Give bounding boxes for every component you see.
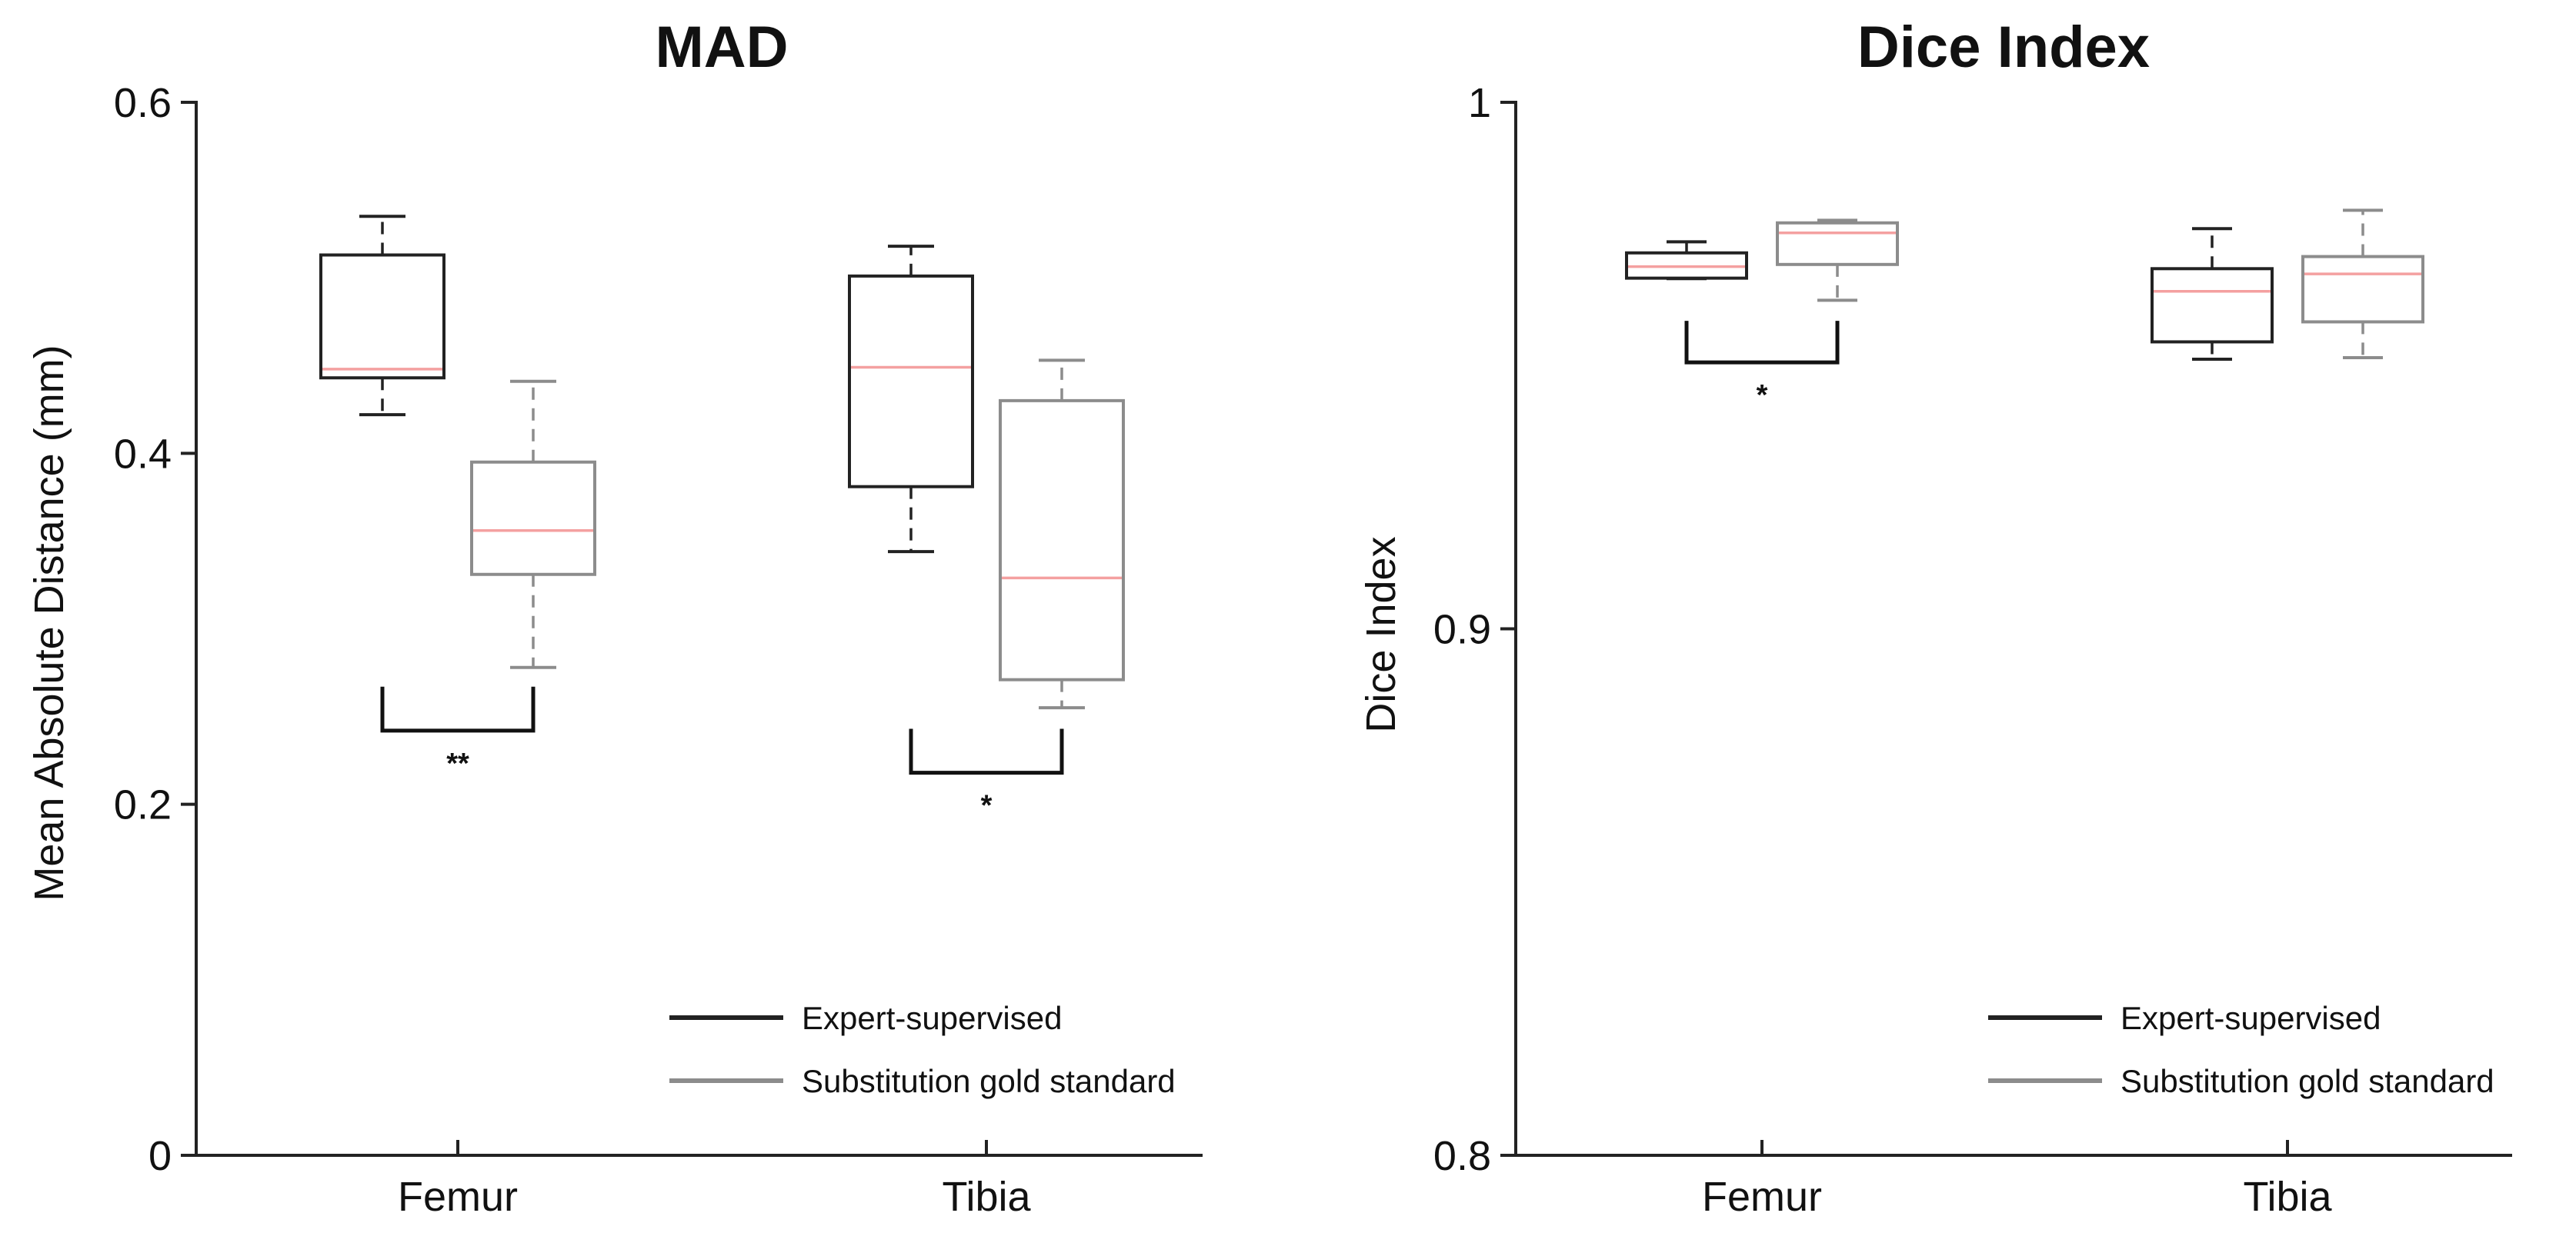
- mad-femur-substitution-box: [470, 379, 596, 669]
- mad-x-tick-label: Tibia: [942, 1174, 1031, 1220]
- dice-femur-substitution-iqr-rect: [1776, 221, 1899, 266]
- dice-y-axis-label: Dice Index: [1358, 536, 1404, 732]
- mad-y-tick-label: 0: [148, 1133, 172, 1179]
- mad-x-ticks: Femur Tibia: [398, 1140, 1031, 1220]
- dice-significance-bracket: [1684, 321, 1840, 365]
- dice-title: Dice Index: [1857, 15, 2150, 80]
- mad-significance-label: **: [446, 748, 469, 780]
- dice-tibia-expert-box: [2151, 227, 2274, 362]
- mad-legend-label: Expert-supervised: [802, 1000, 1062, 1036]
- mad-boxes: [319, 215, 1125, 710]
- dice-femur-expert-box: [1625, 240, 1748, 281]
- dice-boxes: [1625, 208, 2424, 362]
- mad-axes: [195, 101, 1203, 1157]
- dice-tibia-substitution-iqr-rect: [2301, 255, 2424, 324]
- mad-title: MAD: [655, 15, 788, 80]
- mad-significance-bracket: [380, 686, 536, 733]
- dice-y-ticks: 0.8 0.9 1: [1433, 80, 1516, 1179]
- mad-y-tick-label: 0.4: [114, 431, 172, 477]
- dice-x-tick-label: Tibia: [2243, 1174, 2332, 1220]
- dice-legend-label: Substitution gold standard: [2121, 1063, 2494, 1099]
- mad-femur-expert-iqr-rect: [319, 253, 445, 380]
- dice-axes: [1514, 101, 2512, 1157]
- dice-y-tick-label: 1: [1468, 80, 1491, 126]
- mad-y-ticks: 0 0.2 0.4 0.6: [114, 80, 196, 1179]
- mad-significance-bracket: [909, 728, 1064, 775]
- mad-tibia-substitution-iqr-rect: [999, 398, 1125, 681]
- mad-panel: MAD Mean Absolute Distance (mm) 00.20.40…: [26, 15, 1203, 1220]
- dice-significance: *: [1684, 321, 1840, 412]
- dice-y-tick-label: 0.8: [1433, 1133, 1491, 1179]
- mad-legend-label: Substitution gold standard: [802, 1063, 1176, 1099]
- dice-significance-label: *: [1757, 379, 1768, 412]
- mad-y-tick-label: 0.2: [114, 782, 172, 828]
- mad-tibia-expert-box: [848, 245, 974, 554]
- dice-tibia-substitution-box: [2301, 208, 2424, 359]
- mad-legend: Expert-supervised Substitution gold stand…: [669, 1000, 1176, 1099]
- mad-significance: ***: [380, 686, 1064, 822]
- dice-femur-substitution-box: [1776, 218, 1899, 302]
- mad-femur-expert-box: [319, 215, 445, 417]
- dice-x-ticks: Femur Tibia: [1702, 1140, 2332, 1220]
- mad-tibia-expert-iqr-rect: [848, 274, 974, 488]
- mad-x-tick-label: Femur: [398, 1174, 518, 1220]
- dice-legend-label: Expert-supervised: [2121, 1000, 2381, 1036]
- mad-significance-label: *: [981, 790, 993, 822]
- dice-femur-expert-iqr-rect: [1625, 251, 1748, 280]
- mad-tibia-substitution-box: [999, 358, 1125, 710]
- dice-panel: Dice Index Dice Index 0.8 0.9 1 Femur Tibia…: [1358, 15, 2512, 1220]
- dice-y-tick-label: 0.9: [1433, 607, 1491, 653]
- dice-tibia-expert-iqr-rect: [2151, 267, 2274, 344]
- mad-y-axis-label: Mean Absolute Distance (mm): [26, 345, 72, 901]
- dice-x-tick-label: Femur: [1702, 1174, 1822, 1220]
- mad-y-tick-label: 0.6: [114, 80, 172, 126]
- mad-femur-substitution-iqr-rect: [470, 460, 596, 576]
- dice-legend: Expert-supervised Substitution gold stand…: [1988, 1000, 2494, 1099]
